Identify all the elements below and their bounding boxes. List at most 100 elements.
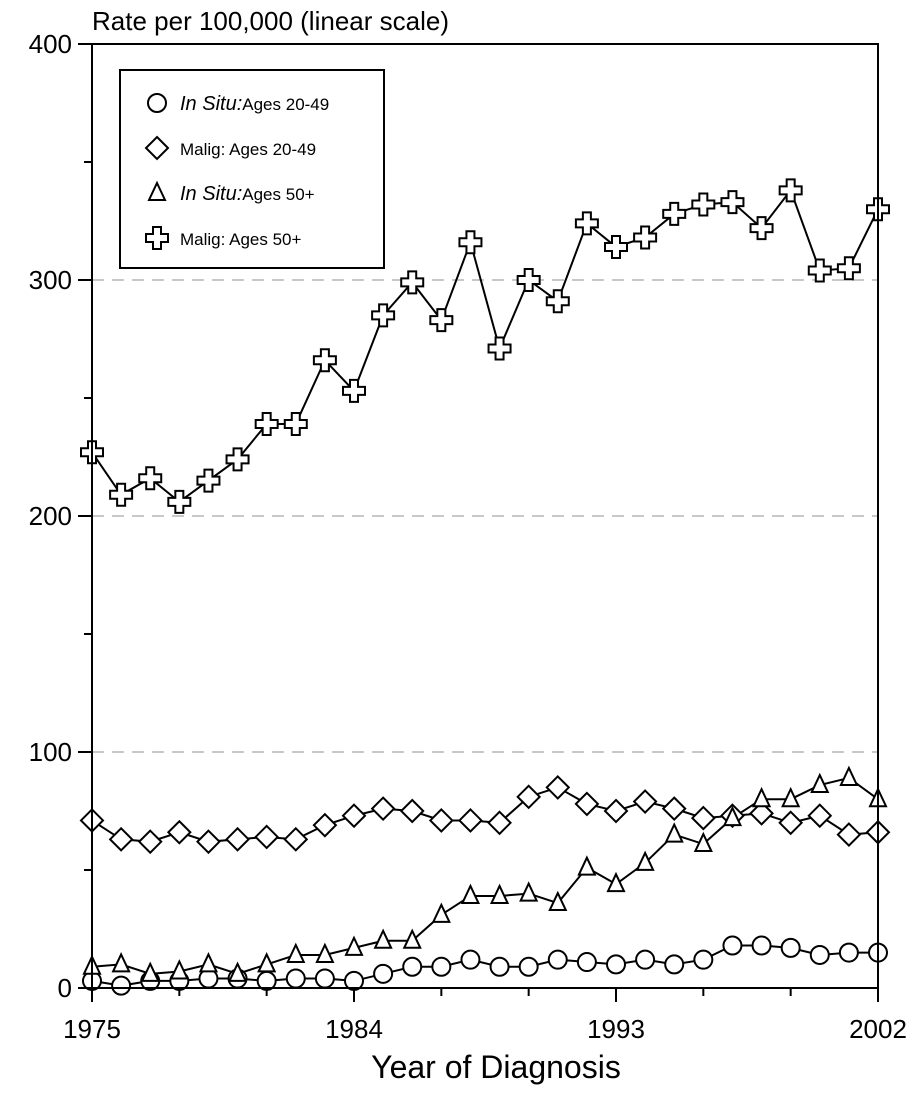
- data-point-s1-1990: [518, 956, 539, 977]
- data-point-s4-1982: [283, 411, 308, 436]
- series-line-2: [91, 786, 879, 843]
- series-line-1: [91, 944, 878, 987]
- data-point-s3-1984: [344, 935, 364, 956]
- x-tick-label-1993: 1993: [587, 1014, 645, 1044]
- data-point-s4-1998: [749, 216, 774, 241]
- data-point-s1-1985: [373, 963, 394, 984]
- data-point-s1-1982: [285, 968, 306, 989]
- data-point-s2-1998: [749, 800, 774, 826]
- data-point-s3-1978: [169, 959, 189, 980]
- data-point-s2-2000: [807, 803, 833, 829]
- data-point-s4-1997: [720, 190, 745, 215]
- series-group: [79, 178, 891, 996]
- data-point-s2-1990: [516, 784, 542, 810]
- data-point-s2-1988: [458, 808, 483, 833]
- data-point-s3-2001: [839, 765, 859, 786]
- x-tick-label-1984: 1984: [325, 1014, 383, 1044]
- data-point-s3-2000: [810, 772, 830, 794]
- data-point-s2-1978: [166, 819, 192, 845]
- data-point-s4-1991: [545, 289, 570, 314]
- data-point-s4-1996: [691, 192, 716, 217]
- data-point-s2-2001: [836, 822, 862, 848]
- data-point-s4-1976: [109, 482, 134, 507]
- y-tick-label-0: 0: [58, 973, 72, 1003]
- data-point-s1-1986: [402, 956, 423, 977]
- data-point-s3-1988: [460, 883, 481, 904]
- legend-label-4: Malig: Ages 50+: [180, 230, 302, 249]
- data-point-s2-1981: [254, 824, 280, 850]
- data-point-s1-1992: [576, 952, 597, 973]
- data-point-s2-1977: [137, 829, 163, 855]
- legend-marker-1: [147, 93, 167, 113]
- legend-marker-2: [144, 135, 170, 161]
- data-point-s3-1983: [315, 942, 335, 963]
- legend-label-3: In Situ:Ages 50+: [180, 183, 315, 205]
- data-point-s4-2001: [836, 256, 861, 281]
- data-point-s3-1987: [431, 902, 451, 923]
- legend: In Situ:Ages 20-49 Malig: Ages 20-49 In Si…: [119, 69, 385, 269]
- data-point-s4-1983: [312, 348, 337, 373]
- series-line-4: [91, 188, 879, 504]
- data-point-s4-1978: [167, 489, 192, 514]
- data-point-s3-1991: [548, 890, 568, 912]
- data-point-s2-1985: [370, 796, 396, 822]
- data-point-s4-1985: [371, 303, 396, 328]
- data-point-s1-1991: [547, 949, 568, 970]
- y-tick-label-200: 200: [29, 501, 72, 531]
- data-point-s1-1993: [606, 954, 626, 975]
- data-point-s2-1987: [428, 808, 454, 833]
- data-point-s3-1989: [489, 883, 510, 904]
- y-tick-label-400: 400: [29, 29, 72, 59]
- legend-marker-4: [145, 226, 169, 250]
- data-point-s3-1993: [606, 871, 626, 893]
- data-point-s1-1988: [460, 949, 481, 970]
- data-point-s3-1992: [577, 855, 597, 876]
- data-point-s2-1980: [225, 826, 250, 852]
- data-point-s4-1993: [604, 234, 628, 259]
- data-point-s4-1981: [254, 411, 279, 436]
- data-point-s1-1989: [489, 956, 510, 977]
- legend-label-1: In Situ:Ages 20-49: [180, 93, 329, 115]
- data-point-s3-1985: [373, 928, 393, 949]
- data-point-s3-1986: [402, 928, 422, 949]
- data-point-s1-1987: [431, 956, 452, 977]
- data-point-s3-1994: [635, 850, 655, 871]
- data-point-s3-1997: [722, 805, 743, 827]
- data-point-s3-1995: [664, 822, 684, 843]
- y-tick-label-100: 100: [29, 737, 72, 767]
- data-point-s2-1995: [661, 796, 687, 822]
- data-point-s4-1986: [400, 270, 425, 295]
- legend-label-2: Malig: Ages 20-49: [180, 140, 316, 159]
- data-point-s4-1995: [662, 201, 687, 226]
- data-point-s1-1994: [635, 949, 656, 970]
- data-point-s3-1996: [693, 831, 713, 853]
- data-point-s4-1979: [196, 468, 221, 493]
- data-point-s1-2000: [809, 944, 830, 965]
- gridlines: [92, 279, 878, 753]
- y-axis-title: Rate per 100,000 (linear scale): [92, 6, 449, 36]
- data-point-s2-1986: [399, 798, 425, 824]
- y-tick-label-300: 300: [29, 265, 72, 295]
- data-point-s4-1989: [487, 336, 512, 361]
- data-point-s2-1983: [312, 812, 338, 838]
- x-axis-title: Year of Diagnosis: [371, 1049, 621, 1085]
- data-point-s1-2001: [838, 942, 859, 963]
- data-point-s4-1999: [778, 178, 803, 203]
- data-point-s3-1998: [751, 786, 772, 808]
- data-point-s2-1994: [632, 789, 658, 814]
- x-tick-label-2002: 2002: [849, 1014, 907, 1044]
- data-point-s3-1982: [286, 942, 306, 963]
- axis-ticks: 0 100 200 300 400 1975 1984 1993 2002: [29, 29, 907, 1044]
- data-point-s2-1996: [690, 805, 716, 831]
- data-point-s4-2000: [807, 258, 832, 283]
- data-point-s4-1992: [574, 211, 599, 236]
- data-point-s1-1998: [751, 935, 772, 956]
- data-point-s1-1996: [693, 949, 714, 970]
- data-point-s2-1992: [574, 791, 600, 817]
- data-point-s4-1980: [225, 447, 250, 472]
- data-point-s2-1989: [487, 810, 512, 836]
- data-point-s2-1993: [603, 798, 629, 824]
- data-point-s1-1997: [722, 935, 743, 956]
- data-point-s4-1984: [342, 378, 366, 403]
